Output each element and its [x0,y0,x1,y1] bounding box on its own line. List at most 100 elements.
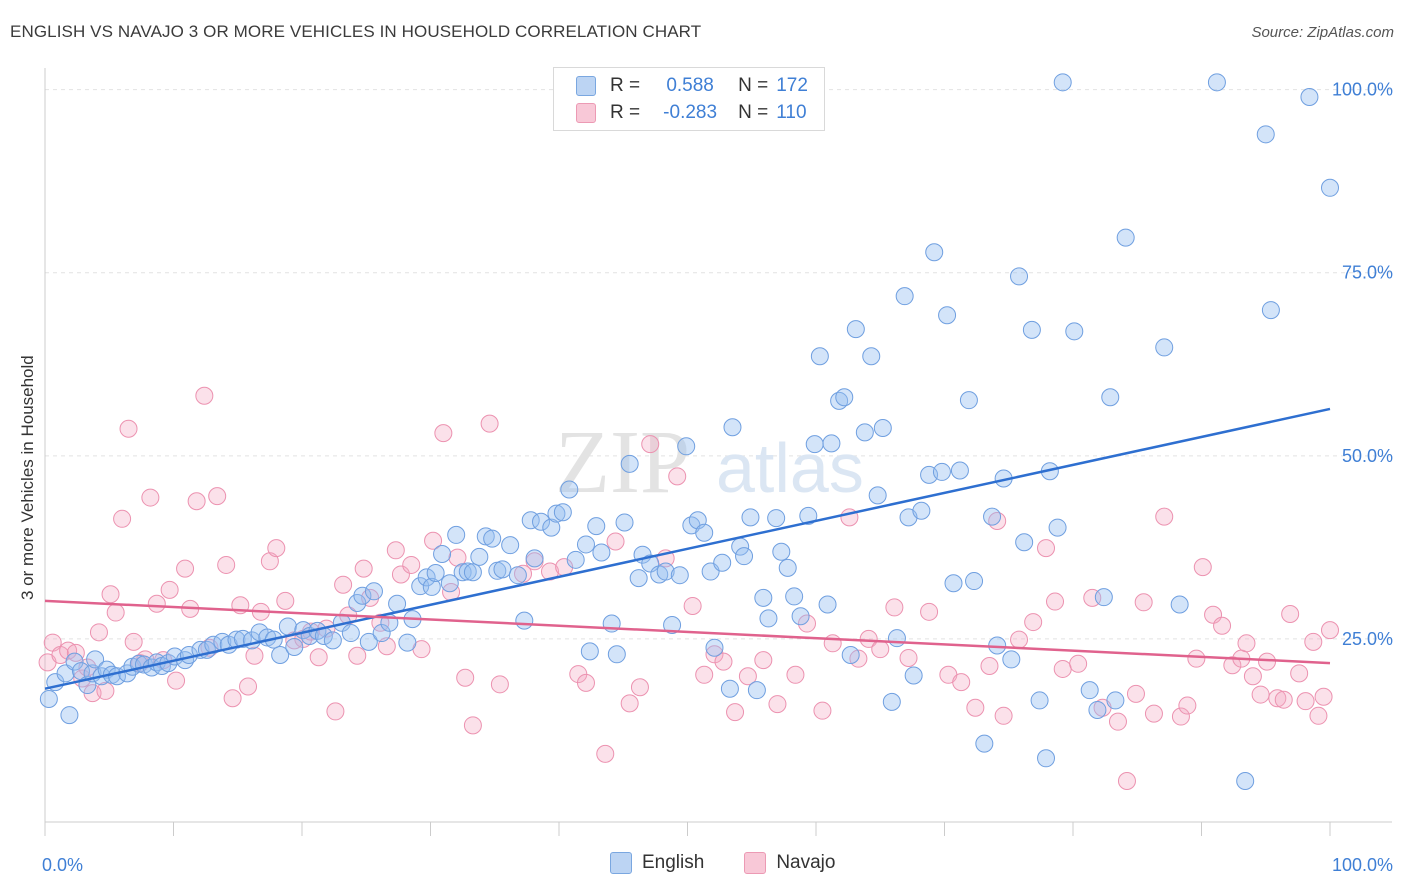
english-point [882,692,901,711]
english-point [447,525,466,544]
english-point [855,423,874,442]
english-point [580,642,599,661]
english-point [1037,749,1056,768]
navajo-point [980,657,999,676]
navajo-point [620,694,639,713]
navajo-point [1171,707,1190,726]
navajo-point [1243,667,1262,686]
english-point [1065,322,1084,341]
navajo-point [1155,507,1174,526]
navajo-point [726,703,745,722]
english-point [975,734,994,753]
navajo-point [786,665,805,684]
english-point [233,629,252,648]
english-point [458,562,477,581]
english-point [1236,771,1255,790]
navajo-point [768,695,787,714]
english-point [720,679,739,698]
navajo-point [1117,771,1136,790]
navajo-point [101,585,120,604]
english-point [759,609,778,628]
navajo-point [1223,656,1242,675]
navajo-point [1296,692,1315,711]
english-legend-label: English [642,852,705,873]
navajo-point [326,702,345,721]
english-point [785,587,804,606]
watermark-atlas: atlas [716,429,864,507]
english-point [1207,73,1226,92]
english-point [532,512,551,531]
english-point [677,437,696,456]
correlation-legend: R = 0.588 N = 172 R = -0.283 N = 110 [553,67,825,131]
navajo-point [1024,613,1043,632]
english-point [1015,533,1034,552]
navajo-point [1178,696,1197,715]
navajo-point [1108,712,1127,731]
english-point [1261,301,1280,320]
english-point [60,706,79,725]
english-point [873,418,892,437]
navajo-point [859,629,878,648]
english-point [778,558,797,577]
english-point [1155,338,1174,357]
english-point [944,574,963,593]
navajo-point [966,698,985,717]
english-point [983,507,1002,526]
english-point [508,566,527,585]
navajo-point [606,532,625,551]
english-point [772,542,791,561]
navajo-point [1281,605,1300,624]
english-point [830,391,849,410]
english-swatch-icon [576,76,596,96]
navajo-point [1213,616,1232,635]
english-point [433,544,452,563]
english-point [278,617,297,636]
navajo-point [1314,687,1333,706]
english-point [705,638,724,657]
english-point [1088,700,1107,719]
english-point [818,595,837,614]
english-point [846,320,865,339]
english-point [515,611,534,630]
navajo-point [1187,649,1206,668]
english-point [1010,267,1029,286]
legend-r-label: R = [610,75,641,96]
x-tick-label: 100.0% [1332,855,1393,875]
navajo-point [994,706,1013,725]
navajo-point [348,646,367,665]
navajo-legend-icon [744,852,767,874]
english-point [1300,87,1319,106]
navajo-point [1268,689,1287,708]
navajo-point [920,602,939,621]
navajo-point [267,539,286,558]
english-point [747,681,766,700]
navajo-point [217,555,236,574]
english-point [629,569,648,588]
navajo-point [1126,684,1145,703]
navajo-point [59,641,78,660]
english-point [887,629,906,648]
english-point [841,646,860,665]
english-point [767,509,786,528]
english-point [525,549,544,568]
english-point [938,306,957,325]
english-point [285,637,304,656]
navajo-point [195,386,214,405]
navajo-point [813,701,832,720]
navajo-point [456,668,475,687]
navajo-point [89,623,108,642]
english-point [723,418,742,437]
english-point [422,577,441,596]
english-point [959,391,978,410]
navajo-point [434,424,453,443]
navajo-point [1309,706,1328,725]
english-point [950,461,969,480]
english-point [341,624,360,643]
navajo-point [386,541,405,560]
navajo-point [1274,690,1293,709]
english-point [1170,595,1189,614]
english-point [805,435,824,454]
tick-labels: 25.0% 50.0% 75.0% 100.0% 0.0% 100.0% [42,80,1393,875]
english-point [713,553,732,572]
